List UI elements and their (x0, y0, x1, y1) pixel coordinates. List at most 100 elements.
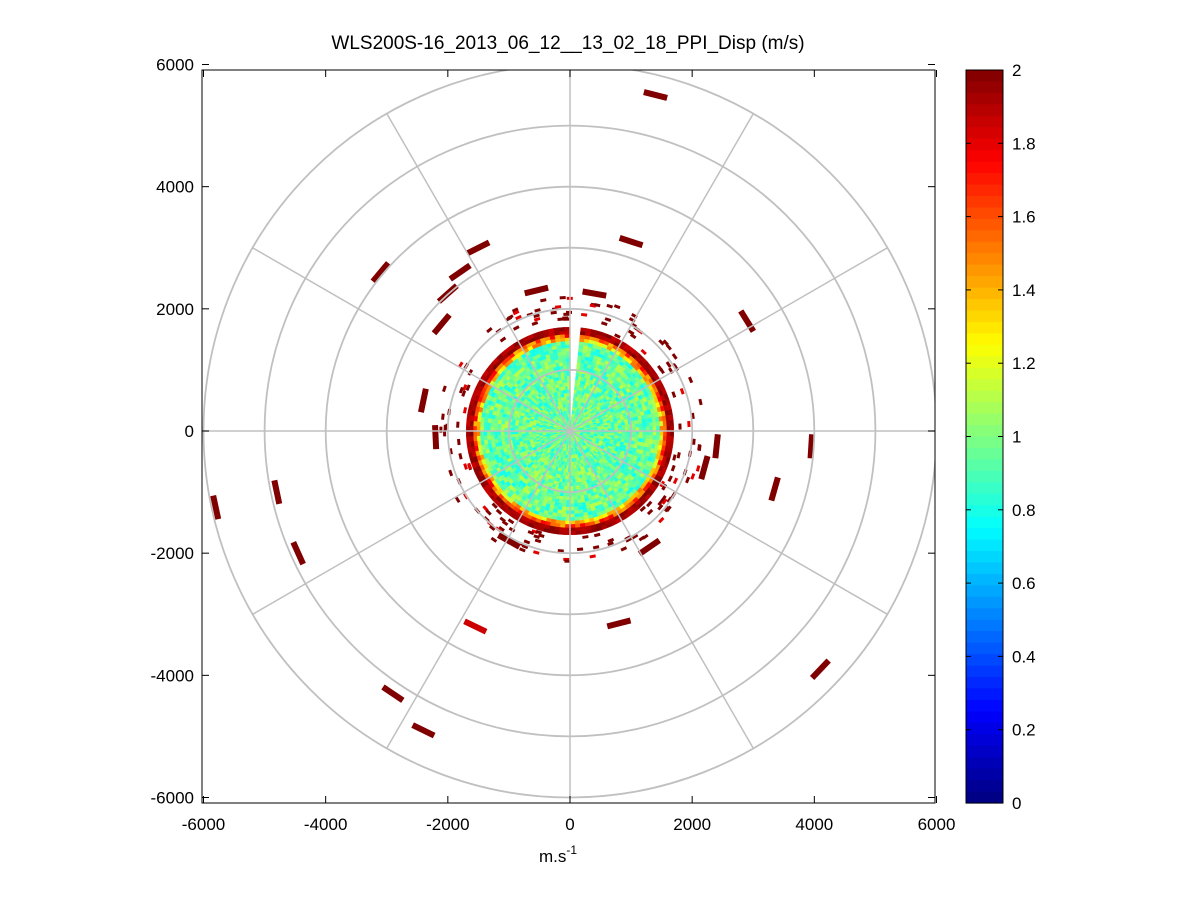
field-cell (472, 435, 478, 442)
x-tick-label: 2000 (673, 815, 711, 834)
field-cell (561, 354, 567, 359)
edge-return (457, 438, 461, 446)
field-cell (559, 333, 566, 339)
field-cell (662, 420, 668, 427)
colorbar-swatch (966, 356, 1003, 369)
field-cell (490, 422, 495, 428)
field-cell (575, 530, 582, 535)
field-cell (521, 433, 526, 437)
colorbar-swatch (966, 791, 1003, 804)
field-cell (645, 422, 650, 428)
field-cell (562, 361, 567, 366)
field-cell (669, 430, 675, 437)
field-cell (624, 424, 630, 429)
colorbar-swatch (966, 310, 1003, 323)
colorbar-swatch (966, 688, 1003, 701)
field-cell (564, 524, 571, 529)
colorbar-swatch (966, 344, 1003, 357)
colorbar-swatch (966, 333, 1003, 346)
field-cell (466, 414, 472, 421)
field-cell (490, 434, 495, 440)
colorbar-tick-label: 2 (1012, 61, 1021, 80)
field-cell (574, 527, 581, 532)
field-cell (504, 434, 509, 439)
colorbar-swatch (966, 642, 1003, 655)
field-cell (648, 434, 654, 440)
field-cell (572, 478, 576, 484)
field-cell (638, 423, 643, 428)
colorbar-swatch (966, 81, 1003, 94)
colorbar-swatch (966, 722, 1003, 735)
colorbar-swatch (966, 115, 1003, 128)
y-tick-label: -6000 (151, 789, 194, 808)
colorbar-swatch (966, 390, 1003, 403)
field-cell (580, 327, 587, 333)
field-cell (560, 344, 566, 349)
field-cell (562, 365, 567, 370)
field-cell (486, 434, 492, 440)
colorbar-swatch (966, 562, 1003, 575)
colorbar-swatch (966, 195, 1003, 209)
x-tick-label: 6000 (918, 815, 956, 834)
colorbar-swatch (966, 367, 1003, 380)
colorbar-swatch (966, 631, 1003, 644)
x-tick-label: -4000 (304, 815, 347, 834)
field-cell (572, 475, 576, 480)
field-cell (574, 520, 581, 525)
field-cell (467, 446, 473, 453)
field-cell (666, 430, 671, 437)
colorbar-swatch (966, 505, 1003, 518)
colorbar: 2 1.8 1.6 1.4 1.2 1 0.8 0.6 0.4 0.2 0 (965, 61, 1036, 813)
field-cell (585, 328, 592, 334)
colorbar-tick-label: 1.4 (1012, 281, 1036, 300)
field-cell (493, 422, 498, 428)
colorbar-swatch (966, 264, 1003, 277)
field-cell (564, 530, 571, 536)
field-cell (564, 333, 571, 338)
field-cell (467, 409, 473, 416)
field-cell (559, 330, 566, 335)
field-cell (472, 430, 477, 437)
field-cell (561, 503, 567, 508)
field-cell (562, 492, 567, 497)
colorbar-swatch (966, 768, 1003, 781)
colorbar-swatch (966, 436, 1003, 449)
field-cell (548, 328, 555, 334)
field-cell (561, 509, 567, 515)
field-cell (569, 524, 576, 529)
field-cell (483, 421, 488, 427)
field-cell (553, 327, 560, 333)
colorbar-tick-label: 1.2 (1012, 354, 1036, 373)
field-cell (563, 375, 568, 380)
field-cell (562, 358, 567, 363)
colorbar-swatch (966, 379, 1003, 392)
edge-return (456, 421, 460, 428)
field-cell (617, 425, 623, 429)
y-tick-label: 2000 (156, 300, 194, 319)
y-tick-label: 0 (185, 422, 194, 441)
field-cell (472, 425, 477, 432)
field-cell (548, 528, 555, 534)
field-cell (476, 420, 481, 427)
x-axis-label: m.s-1 (539, 843, 577, 866)
field-cell (634, 419, 640, 425)
field-cell (500, 437, 506, 443)
edge-return (562, 316, 569, 320)
field-cell (558, 327, 565, 332)
field-cell (574, 516, 580, 522)
colorbar-swatch (966, 551, 1003, 564)
field-cell (666, 425, 671, 432)
colorbar-swatch (966, 207, 1003, 220)
colorbar-swatch (966, 665, 1003, 678)
field-cell (469, 435, 474, 442)
field-cell (504, 437, 509, 442)
field-cell (573, 492, 578, 497)
colorbar-swatch (966, 482, 1003, 495)
field-cell (472, 420, 478, 427)
field-cell (659, 420, 664, 427)
field-cell (559, 365, 564, 370)
field-cell (573, 506, 579, 511)
field-cell (564, 382, 568, 387)
field-cell (652, 421, 657, 427)
